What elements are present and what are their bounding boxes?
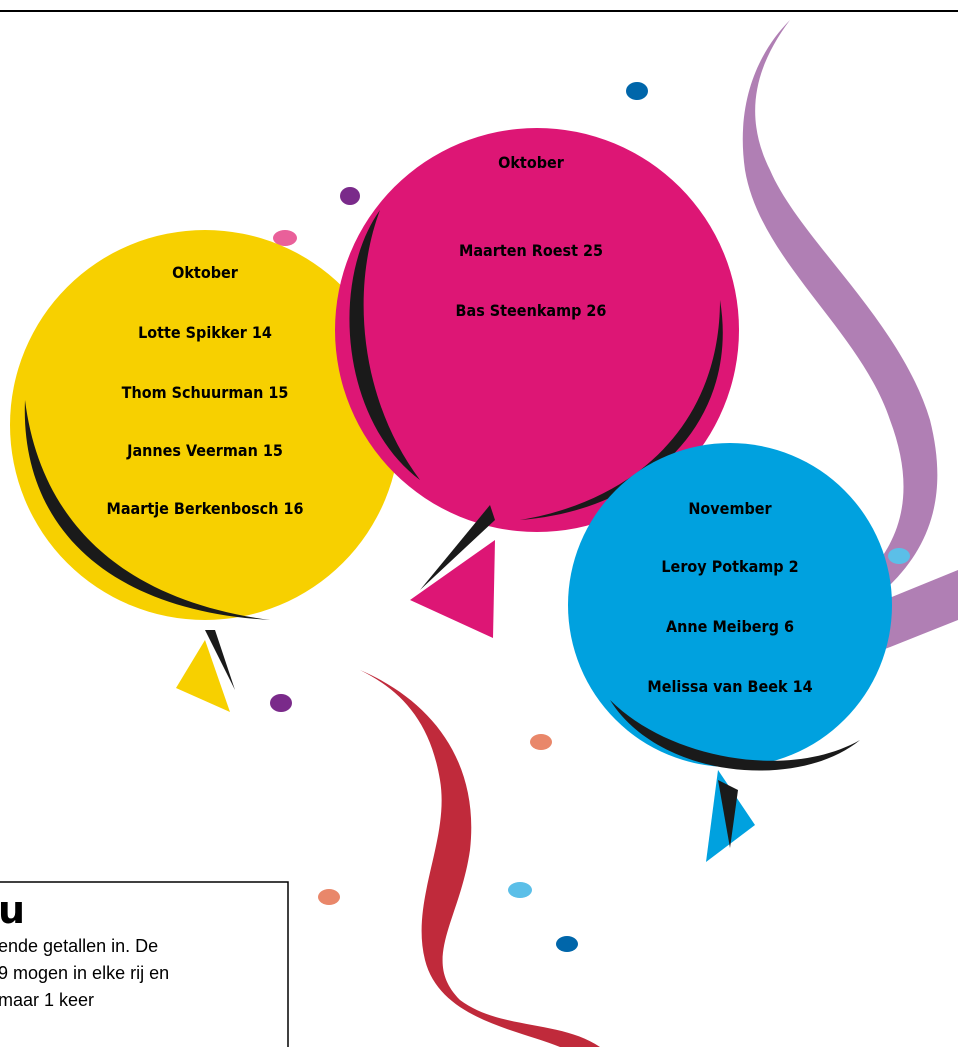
birthday: Leroy Potkamp 2 <box>661 557 798 576</box>
birthday: Maarten Roest 25 <box>459 241 603 260</box>
birthday: Lotte Spikker 14 <box>138 323 272 342</box>
birthday: Anne Meiberg 6 <box>666 617 794 636</box>
birthday: Jannes Veerman 15 <box>126 441 283 460</box>
birthday: Melissa van Beek 14 <box>647 677 812 696</box>
birthday: Maartje Berkenbosch 16 <box>106 499 303 518</box>
puzzle-text: 9 mogen in elke rij en <box>0 963 169 983</box>
newsletter-page: Oktober Lotte Spikker 14 Thom Schuurman … <box>0 0 958 1047</box>
birthday: Thom Schuurman 15 <box>122 383 289 402</box>
month: November <box>688 499 772 518</box>
puzzle-text: ende getallen in. De <box>0 936 158 956</box>
page: {"balloons": [ {"month": "Oktober", "nam… <box>0 0 958 1047</box>
month: Oktober <box>498 153 565 172</box>
birthday: Bas Steenkamp 26 <box>456 301 607 320</box>
month: Oktober <box>172 263 239 282</box>
puzzle-title: u <box>0 888 25 932</box>
puzzle-text: maar 1 keer <box>0 990 94 1010</box>
puzzle-box: u ende getallen in. De 9 mogen in elke r… <box>0 882 288 1047</box>
